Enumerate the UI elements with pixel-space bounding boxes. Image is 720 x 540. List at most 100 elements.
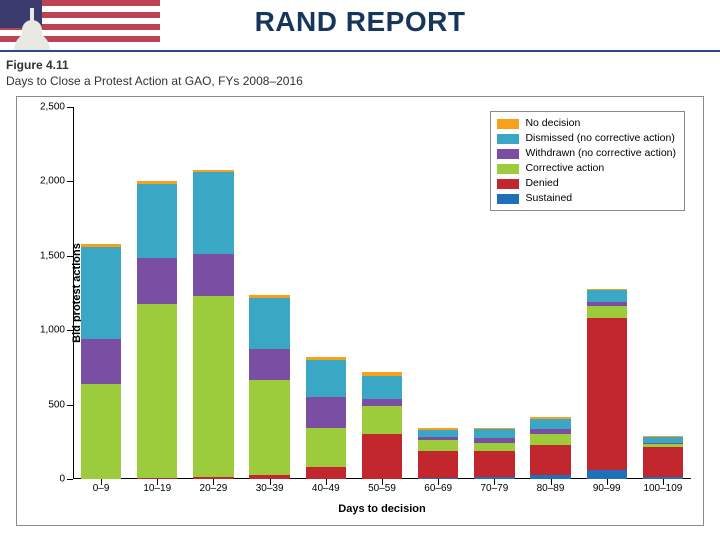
y-tick bbox=[67, 330, 73, 331]
bar-segment-denied bbox=[193, 477, 233, 478]
legend-swatch bbox=[497, 119, 519, 129]
bar-segment-dismissed_no_ca bbox=[306, 360, 346, 397]
legend-swatch bbox=[497, 179, 519, 189]
bar-segment-dismissed_no_ca bbox=[362, 376, 402, 398]
x-tick-label: 30–39 bbox=[256, 483, 284, 494]
bar-segment-corrective bbox=[137, 304, 177, 478]
x-tick-label: 10–19 bbox=[143, 483, 171, 494]
legend-label: Corrective action bbox=[525, 161, 604, 176]
legend-label: Withdrawn (no corrective action) bbox=[525, 146, 676, 161]
bar bbox=[587, 289, 627, 479]
bar-segment-dismissed_no_ca bbox=[193, 172, 233, 254]
x-tick-label: 50–59 bbox=[368, 483, 396, 494]
bar-segment-corrective bbox=[81, 384, 121, 479]
legend-item-dismissed_no_ca: Dismissed (no corrective action) bbox=[497, 131, 676, 146]
bar-segment-withdrawn bbox=[137, 258, 177, 304]
y-tick bbox=[67, 181, 73, 182]
bar-segment-withdrawn bbox=[193, 254, 233, 296]
bar-segment-dismissed_no_ca bbox=[249, 298, 289, 349]
bar bbox=[418, 428, 458, 479]
bar-segment-dismissed_no_ca bbox=[81, 247, 121, 339]
bar-segment-dismissed_no_ca bbox=[137, 184, 177, 258]
bar-segment-denied bbox=[418, 451, 458, 478]
y-tick-label: 2,000 bbox=[40, 176, 65, 187]
y-tick bbox=[67, 479, 73, 480]
bar-segment-dismissed_no_ca bbox=[587, 290, 627, 302]
bar-segment-withdrawn bbox=[249, 349, 289, 380]
bar-segment-sustained bbox=[418, 478, 458, 479]
y-tick-label: 500 bbox=[48, 399, 65, 410]
bar-segment-corrective bbox=[362, 406, 402, 434]
bar-segment-denied bbox=[137, 478, 177, 479]
bar-segment-withdrawn bbox=[362, 399, 402, 406]
bar bbox=[474, 428, 514, 479]
bar bbox=[362, 372, 402, 479]
legend-item-withdrawn: Withdrawn (no corrective action) bbox=[497, 146, 676, 161]
y-tick-label: 1,500 bbox=[40, 250, 65, 261]
bar bbox=[306, 357, 346, 479]
bar-segment-sustained bbox=[587, 470, 627, 479]
bar-segment-corrective bbox=[306, 428, 346, 467]
bar-segment-withdrawn bbox=[306, 397, 346, 428]
bar-segment-denied bbox=[362, 434, 402, 479]
bar-segment-corrective bbox=[474, 443, 514, 452]
bar bbox=[81, 244, 121, 479]
y-tick bbox=[67, 256, 73, 257]
bar-segment-corrective bbox=[193, 296, 233, 478]
bar bbox=[137, 181, 177, 479]
y-tick-label: 0 bbox=[59, 474, 65, 485]
slide-header: RAND REPORT bbox=[0, 0, 720, 52]
bar-segment-denied bbox=[306, 467, 346, 479]
bar-segment-corrective bbox=[418, 440, 458, 450]
legend-swatch bbox=[497, 194, 519, 204]
y-tick bbox=[67, 405, 73, 406]
legend-swatch bbox=[497, 149, 519, 159]
figure-number: Figure 4.11 bbox=[6, 58, 714, 72]
bar-segment-dismissed_no_ca bbox=[530, 419, 570, 429]
bar-segment-withdrawn bbox=[81, 339, 121, 384]
legend-label: Dismissed (no corrective action) bbox=[525, 131, 674, 146]
figure-caption: Figure 4.11 Days to Close a Protest Acti… bbox=[0, 52, 720, 90]
bar-segment-sustained bbox=[643, 477, 683, 479]
x-axis-title: Days to decision bbox=[338, 503, 425, 515]
legend-item-no_decision: No decision bbox=[497, 116, 676, 131]
bar-segment-sustained bbox=[530, 475, 570, 479]
legend-item-sustained: Sustained bbox=[497, 191, 676, 206]
x-tick-label: 100–109 bbox=[643, 483, 682, 494]
bar-segment-denied bbox=[530, 445, 570, 475]
bar-segment-corrective bbox=[249, 380, 289, 475]
bar-segment-denied bbox=[474, 451, 514, 476]
bar-segment-dismissed_no_ca bbox=[474, 429, 514, 438]
legend-label: Sustained bbox=[525, 191, 572, 206]
y-tick-label: 1,000 bbox=[40, 325, 65, 336]
x-tick-label: 60–69 bbox=[424, 483, 452, 494]
legend-item-corrective: Corrective action bbox=[497, 161, 676, 176]
bar bbox=[193, 170, 233, 480]
bar-segment-denied bbox=[587, 318, 627, 470]
legend: No decisionDismissed (no corrective acti… bbox=[490, 111, 685, 211]
figure-title: Days to Close a Protest Action at GAO, F… bbox=[6, 74, 714, 88]
x-tick-label: 80–89 bbox=[537, 483, 565, 494]
bar bbox=[530, 417, 570, 479]
bar-segment-sustained bbox=[474, 477, 514, 479]
bar-segment-denied bbox=[643, 447, 683, 477]
bar bbox=[643, 436, 683, 479]
legend-item-denied: Denied bbox=[497, 176, 676, 191]
legend-label: No decision bbox=[525, 116, 580, 131]
x-tick-label: 90–99 bbox=[593, 483, 621, 494]
slide-title: RAND REPORT bbox=[0, 6, 720, 38]
chart-container: Bid protest actions Days to decision 050… bbox=[16, 96, 704, 526]
x-tick-label: 0–9 bbox=[93, 483, 110, 494]
bar-segment-corrective bbox=[587, 306, 627, 318]
x-tick-label: 40–49 bbox=[312, 483, 340, 494]
bar bbox=[249, 295, 289, 479]
x-tick-label: 70–79 bbox=[480, 483, 508, 494]
y-tick bbox=[67, 107, 73, 108]
legend-swatch bbox=[497, 134, 519, 144]
legend-label: Denied bbox=[525, 176, 558, 191]
bar-segment-corrective bbox=[530, 434, 570, 446]
legend-swatch bbox=[497, 164, 519, 174]
bar-segment-denied bbox=[249, 475, 289, 479]
bar-segment-dismissed_no_ca bbox=[418, 430, 458, 437]
y-tick-label: 2,500 bbox=[40, 102, 65, 113]
